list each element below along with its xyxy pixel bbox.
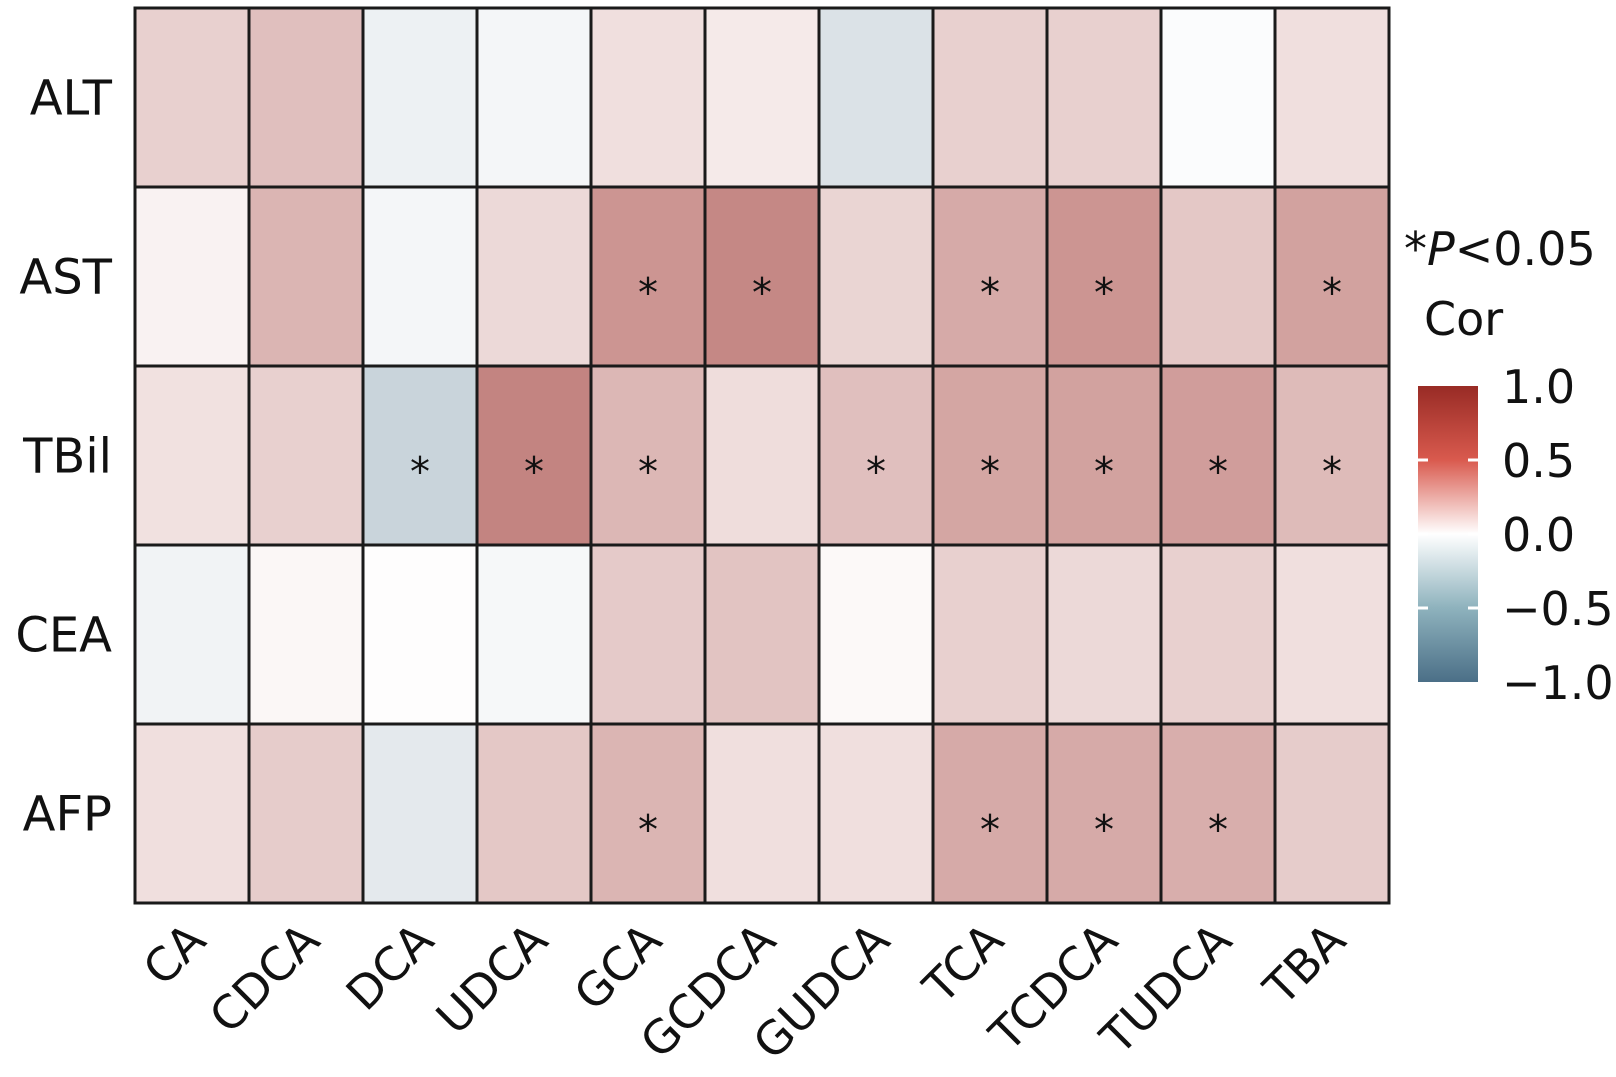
cell-ast-udca xyxy=(475,185,593,368)
cell-alt-ca xyxy=(133,6,251,189)
cell-cea-tudca xyxy=(1159,543,1277,726)
row-labels: ALT AST TBil CEA AFP xyxy=(15,71,112,843)
significance-markers: * * * * * * * * * * * * * * * * * xyxy=(410,271,1342,854)
cell-cea-tba xyxy=(1273,543,1391,726)
cell-cea-gca xyxy=(589,543,707,726)
cell-ast-ca xyxy=(133,185,251,368)
column-label-udca: UDCA xyxy=(426,912,558,1044)
cell-cea-tca xyxy=(931,543,1049,726)
cell-afp-dca xyxy=(361,722,479,905)
significance-star: * xyxy=(1322,271,1342,317)
legend-tick-label: 1.0 xyxy=(1502,360,1575,414)
significance-star: * xyxy=(980,450,1000,496)
cell-alt-gca xyxy=(589,6,707,189)
significance-star: * xyxy=(980,808,1000,854)
cell-afp-tcdca xyxy=(1045,722,1163,905)
cell-cea-ca xyxy=(133,543,251,726)
significance-star: * xyxy=(1094,450,1114,496)
cell-cea-tcdca xyxy=(1045,543,1163,726)
cell-ast-gca xyxy=(589,185,707,368)
cell-ast-dca xyxy=(361,185,479,368)
cell-afp-udca xyxy=(475,722,593,905)
legend-tick-label: −0.5 xyxy=(1502,582,1614,636)
column-label-tba: TBA xyxy=(1252,912,1356,1016)
cell-tbil-tudca xyxy=(1159,364,1277,547)
significance-star: * xyxy=(1208,808,1228,854)
cell-alt-gudca xyxy=(817,6,935,189)
legend-significance-note: *P<0.05 xyxy=(1404,222,1596,276)
cell-cea-gcdca xyxy=(703,543,821,726)
legend: *P<0.05 Cor 1.0 0.5 0.0 −0.5 −1.0 xyxy=(1404,222,1614,710)
cell-tbil-gcdca xyxy=(703,364,821,547)
cell-afp-ca xyxy=(133,722,251,905)
row-label-cea: CEA xyxy=(15,608,112,664)
cell-cea-gudca xyxy=(817,543,935,726)
significance-star: * xyxy=(638,808,658,854)
cell-alt-tcdca xyxy=(1045,6,1163,189)
cell-tbil-tca xyxy=(931,364,1049,547)
cell-ast-gudca xyxy=(817,185,935,368)
column-label-ca: CA xyxy=(133,912,217,996)
significance-star: * xyxy=(1094,808,1114,854)
significance-star: * xyxy=(980,271,1000,317)
cell-afp-gudca xyxy=(817,722,935,905)
cell-tbil-dca xyxy=(361,364,479,547)
cell-cea-cdca xyxy=(247,543,365,726)
significance-star: * xyxy=(638,450,658,496)
significance-star: * xyxy=(1094,271,1114,317)
cell-tbil-gca xyxy=(589,364,707,547)
significance-star: * xyxy=(866,450,886,496)
column-label-tca: TCA xyxy=(912,912,1014,1014)
cell-tbil-ca xyxy=(133,364,251,547)
cell-alt-tca xyxy=(931,6,1049,189)
cell-alt-cdca xyxy=(247,6,365,189)
cell-tbil-cdca xyxy=(247,364,365,547)
row-label-ast: AST xyxy=(19,250,112,306)
cell-alt-tudca xyxy=(1159,6,1277,189)
cell-afp-tudca xyxy=(1159,722,1277,905)
legend-ticks: 1.0 0.5 0.0 −0.5 −1.0 xyxy=(1418,360,1614,710)
legend-title: Cor xyxy=(1424,292,1503,346)
cell-ast-tca xyxy=(931,185,1049,368)
significance-star: * xyxy=(1208,450,1228,496)
row-label-afp: AFP xyxy=(23,787,112,843)
significance-star: * xyxy=(752,271,772,317)
heatmap-cells xyxy=(133,6,1391,905)
cell-alt-tba xyxy=(1273,6,1391,189)
row-label-alt: ALT xyxy=(30,71,113,127)
cell-alt-udca xyxy=(475,6,593,189)
cell-afp-tba xyxy=(1273,722,1391,905)
cell-afp-gcdca xyxy=(703,722,821,905)
legend-tick-label: 0.0 xyxy=(1502,508,1575,562)
legend-tick-label: 0.5 xyxy=(1502,434,1575,488)
cell-alt-dca xyxy=(361,6,479,189)
significance-star: * xyxy=(410,450,430,496)
cell-cea-udca xyxy=(475,543,593,726)
column-label-cdca: CDCA xyxy=(199,912,330,1043)
cell-afp-cdca xyxy=(247,722,365,905)
significance-star: * xyxy=(1322,450,1342,496)
cell-alt-gcdca xyxy=(703,6,821,189)
cell-ast-tudca xyxy=(1159,185,1277,368)
cell-ast-gcdca xyxy=(703,185,821,368)
cell-ast-cdca xyxy=(247,185,365,368)
significance-star: * xyxy=(638,271,658,317)
legend-tick-label: −1.0 xyxy=(1502,656,1614,710)
cell-cea-dca xyxy=(361,543,479,726)
cell-afp-gca xyxy=(589,722,707,905)
row-label-tbil: TBil xyxy=(22,429,112,485)
significance-star: * xyxy=(524,450,544,496)
